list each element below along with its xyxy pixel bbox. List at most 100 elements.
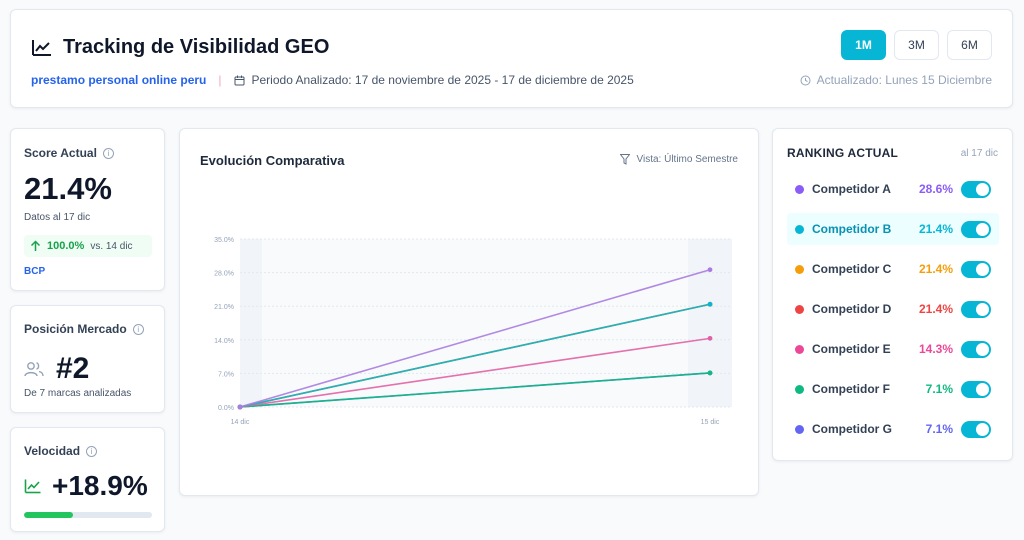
series-color-dot [795, 424, 804, 434]
series-color-dot [795, 184, 804, 194]
x-tick-label: 14 dic [231, 419, 250, 426]
subtitle-row: prestamo personal online peru | Periodo … [31, 73, 634, 87]
series-color-dot [795, 384, 804, 394]
data-point [707, 267, 713, 273]
position-value: #2 [56, 352, 90, 385]
ranking-row[interactable]: Competidor C 21.4% [787, 253, 999, 285]
series-visibility-toggle[interactable] [961, 380, 991, 398]
ranking-name: Competidor G [812, 422, 892, 436]
chart-card: Evolución Comparativa Vista: Último Seme… [179, 128, 759, 496]
toggle-knob [976, 302, 989, 316]
line-chart: 0.0% 7.0% 14.0% 21.0% 28.0% 35.0% 14 dic 15 dic [214, 237, 732, 426]
ranking-name: Competidor F [812, 382, 890, 396]
delta-compare: vs. 14 dic [90, 240, 133, 252]
calendar-icon [234, 75, 245, 86]
position-note: De 7 marcas analizadas [24, 388, 132, 399]
chart-view-label: Vista: Último Semestre [636, 154, 738, 165]
y-tick-label: 7.0% [218, 371, 234, 378]
ranking-list: Competidor A 28.6% Competidor B 21.4% Compet… [787, 173, 999, 453]
series-visibility-toggle[interactable] [961, 260, 991, 278]
data-point [707, 301, 713, 307]
series-line [239, 303, 711, 408]
toggle-knob [976, 382, 989, 396]
series-color-dot [795, 344, 804, 354]
info-icon[interactable]: i [86, 445, 98, 457]
ranking-row[interactable]: Competidor D 21.4% [787, 293, 999, 325]
range-3m-button[interactable]: 3M [894, 30, 939, 60]
ranking-value: 7.1% [925, 422, 953, 436]
users-icon [24, 361, 44, 377]
ranking-row[interactable]: Competidor G 7.1% [787, 413, 999, 445]
data-point [237, 404, 243, 410]
ranking-row[interactable]: Competidor B 21.4% [787, 213, 999, 245]
range-1m-button[interactable]: 1M [841, 30, 886, 60]
series-color-dot [795, 224, 804, 234]
y-tick-label: 28.0% [214, 271, 234, 278]
info-icon[interactable]: i [102, 147, 114, 159]
toggle-knob [976, 262, 989, 276]
ranking-name: Competidor C [812, 262, 892, 276]
position-label-row: Posición Mercado i [24, 322, 144, 336]
trending-up-icon [24, 478, 42, 494]
score-label: Score Actual [24, 146, 97, 160]
toggle-knob [976, 182, 989, 196]
range-6m-button[interactable]: 6M [947, 30, 992, 60]
velocity-value: +18.9% [52, 470, 148, 501]
toggle-knob [976, 342, 989, 356]
toggle-knob [976, 422, 989, 436]
chart-view-selector[interactable]: Vista: Último Semestre [620, 154, 738, 165]
series-visibility-toggle[interactable] [961, 420, 991, 438]
velocity-progress [24, 512, 152, 518]
y-tick-label: 0.0% [218, 405, 234, 412]
data-point [707, 335, 713, 341]
velocity-progress-fill [24, 512, 73, 518]
hover-band [240, 239, 262, 407]
chart-title: Evolución Comparativa [200, 153, 345, 168]
ranking-name: Competidor E [812, 342, 891, 356]
velocity-card: Velocidad i +18.9% [10, 427, 165, 532]
page-title: Tracking de Visibilidad GEO [63, 36, 330, 58]
series-color-dot [795, 304, 804, 314]
series-visibility-toggle[interactable] [961, 180, 991, 198]
filter-icon [620, 154, 631, 165]
series-visibility-toggle[interactable] [961, 220, 991, 238]
ranking-value: 21.4% [918, 302, 953, 316]
plot-area [240, 239, 732, 407]
ranking-value: 28.6% [918, 182, 953, 196]
score-date-note: Datos al 17 dic [24, 212, 91, 223]
trending-up-icon [31, 38, 53, 58]
divider: | [218, 73, 222, 87]
ranking-row[interactable]: Competidor E 14.3% [787, 333, 999, 365]
keyword-link[interactable]: prestamo personal online peru [31, 73, 207, 87]
info-icon[interactable]: i [132, 323, 144, 335]
ranking-value: 21.4% [918, 222, 953, 236]
score-delta-badge: 100.0% vs. 14 dic [24, 235, 152, 257]
velocity-label: Velocidad [24, 444, 81, 458]
series-visibility-toggle[interactable] [961, 340, 991, 358]
brand-label: BCP [24, 266, 46, 277]
series-line [239, 372, 711, 408]
ranking-value: 21.4% [918, 262, 953, 276]
score-card: Score Actual i 21.4% Datos al 17 dic 100… [10, 128, 165, 291]
score-label-row: Score Actual i [24, 146, 114, 160]
clock-icon [800, 75, 811, 86]
series-line [239, 268, 711, 408]
updated-text: Actualizado: Lunes 15 Diciembre [816, 73, 992, 87]
ranking-name: Competidor A [812, 182, 891, 196]
header-card: Tracking de Visibilidad GEO prestamo per… [10, 9, 1013, 108]
series-line [239, 337, 711, 408]
title-row: Tracking de Visibilidad GEO [31, 36, 329, 59]
range-selector: 1M 3M 6M [841, 30, 992, 60]
ranking-card: RANKING ACTUAL al 17 dic Competidor A 28.… [772, 128, 1013, 461]
hover-band [688, 239, 732, 407]
data-point [707, 370, 713, 376]
ranking-date: al 17 dic [960, 148, 998, 159]
series-color-dot [795, 264, 804, 274]
updated-status: Actualizado: Lunes 15 Diciembre [800, 73, 992, 87]
ranking-row[interactable]: Competidor F 7.1% [787, 373, 999, 405]
toggle-knob [976, 222, 989, 236]
series-visibility-toggle[interactable] [961, 300, 991, 318]
ranking-title: RANKING ACTUAL [787, 146, 899, 160]
position-label: Posición Mercado [24, 322, 127, 336]
ranking-row[interactable]: Competidor A 28.6% [787, 173, 999, 205]
